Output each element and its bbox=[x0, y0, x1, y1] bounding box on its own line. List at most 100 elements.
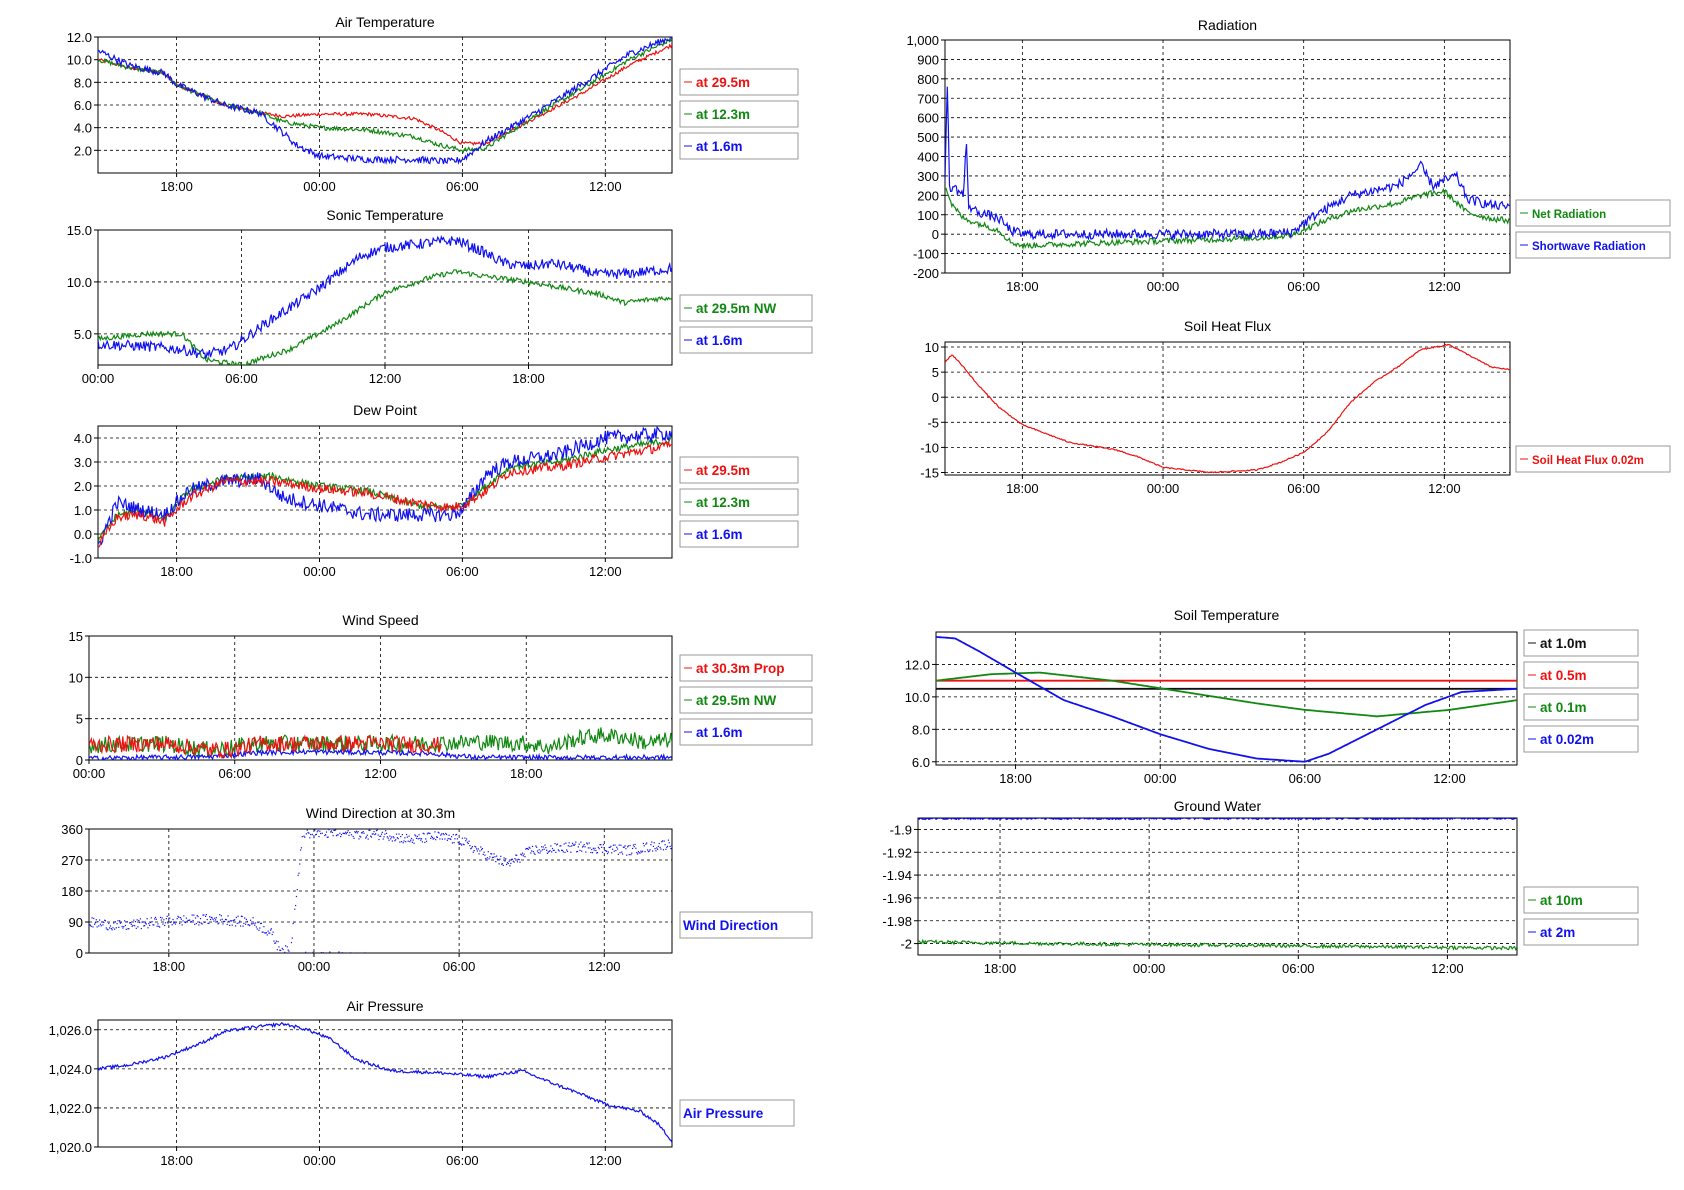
data-point bbox=[165, 918, 167, 920]
x-tick-label: 12:00 bbox=[1433, 771, 1466, 786]
data-point bbox=[203, 914, 205, 916]
data-point bbox=[334, 829, 336, 831]
data-point bbox=[382, 838, 384, 840]
data-point bbox=[483, 851, 485, 853]
data-point bbox=[238, 922, 240, 924]
legend-item[interactable]: Net Radiation bbox=[1515, 199, 1671, 227]
data-point bbox=[661, 841, 663, 843]
data-point bbox=[395, 839, 397, 841]
soil-heat-flux-chart: Soil Heat Flux 10 5 0 -5 -10 -15 18:00 00:00 06:0… bbox=[920, 318, 1671, 496]
data-point bbox=[452, 834, 454, 836]
data-point bbox=[628, 853, 630, 856]
legend-label: at 10m bbox=[1540, 893, 1583, 908]
legend-item[interactable]: Wind Direction bbox=[679, 911, 813, 939]
legend-item[interactable]: at 29.5m bbox=[679, 68, 799, 96]
y-tick-label: 700 bbox=[917, 91, 939, 106]
data-point bbox=[537, 852, 539, 854]
legend-item[interactable]: Soil Heat Flux 0.02m bbox=[1515, 445, 1671, 473]
data-point bbox=[239, 920, 241, 922]
data-point bbox=[372, 833, 374, 835]
data-point bbox=[435, 836, 438, 838]
legend-item[interactable]: at 1.6m bbox=[679, 326, 813, 354]
legend-item[interactable]: at 10m bbox=[1523, 886, 1639, 914]
data-point bbox=[486, 859, 488, 861]
legend-box bbox=[679, 326, 813, 354]
data-point bbox=[169, 921, 172, 923]
y-tick-label: 360 bbox=[61, 822, 83, 837]
legend-item[interactable]: at 2m bbox=[1523, 918, 1639, 946]
x-tick-label: 12:00 bbox=[1431, 961, 1464, 976]
legend-item[interactable]: at 1.6m bbox=[679, 132, 799, 160]
legend-item[interactable]: at 30.3m Prop bbox=[679, 654, 813, 682]
data-point bbox=[440, 834, 442, 836]
chart-title: Ground Water bbox=[1174, 798, 1262, 814]
legend-box bbox=[1523, 918, 1639, 946]
data-point bbox=[361, 832, 363, 834]
series-group bbox=[98, 426, 672, 548]
legend-item[interactable]: at 1.6m bbox=[679, 718, 813, 746]
legend-item[interactable]: at 12.3m bbox=[679, 100, 799, 128]
sonic-temperature-chart: Sonic Temperature 15.0 10.0 5.0 00:00 06:00 12… bbox=[67, 207, 813, 386]
data-point bbox=[465, 840, 467, 842]
data-point bbox=[314, 829, 316, 831]
y-tick-label: 90 bbox=[69, 915, 83, 930]
data-point bbox=[368, 829, 370, 831]
legend-item[interactable]: Shortwave Radiation bbox=[1515, 231, 1671, 259]
ground-water-chart: Ground Water -1.9 -1.92 -1.94 -1.96 -1.98 -2 18… bbox=[882, 798, 1639, 976]
legend-item[interactable]: at 29.5m NW bbox=[679, 686, 813, 714]
x-tick-label: 00:00 bbox=[1147, 481, 1180, 496]
data-point bbox=[478, 853, 480, 855]
x-tick-label: 12:00 bbox=[589, 564, 622, 579]
data-point bbox=[131, 925, 133, 927]
x-tick-label: 18:00 bbox=[510, 766, 543, 781]
legend-item[interactable]: at 0.02m bbox=[1523, 725, 1639, 753]
data-point bbox=[447, 837, 449, 840]
wind-direction-chart: Wind Direction at 30.3m 360 270 180 90 0 18:00… bbox=[61, 805, 813, 974]
data-point bbox=[506, 863, 508, 866]
data-point bbox=[405, 833, 408, 836]
data-point bbox=[143, 925, 145, 927]
legend-item[interactable]: Air Pressure bbox=[679, 1099, 795, 1127]
data-point bbox=[332, 835, 334, 837]
legend-item[interactable]: at 12.3m bbox=[679, 488, 799, 516]
data-point bbox=[641, 850, 644, 852]
y-tick-label: 1,026.0 bbox=[49, 1023, 92, 1038]
data-point bbox=[233, 919, 235, 921]
data-point bbox=[274, 942, 276, 944]
data-point bbox=[597, 846, 599, 848]
legend-item[interactable]: at 1.0m bbox=[1523, 629, 1639, 657]
data-point bbox=[208, 922, 210, 924]
data-point bbox=[146, 918, 148, 920]
data-point bbox=[118, 926, 120, 929]
data-point bbox=[315, 833, 318, 835]
data-point bbox=[161, 917, 163, 919]
data-point bbox=[219, 914, 221, 916]
data-point bbox=[516, 861, 519, 863]
y-tick-label: 10 bbox=[925, 340, 939, 355]
plot-area bbox=[97, 425, 673, 559]
y-tick-label: 12.0 bbox=[905, 657, 930, 672]
air-temperature-chart: Air Temperature 12.0 10.0 8.0 6.0 4.0 2.0 18:00… bbox=[67, 14, 799, 194]
legend-item[interactable]: at 0.5m bbox=[1523, 661, 1639, 689]
legend-item[interactable]: at 0.1m bbox=[1523, 693, 1639, 721]
legend-item[interactable]: at 29.5m bbox=[679, 456, 799, 484]
series-line-at-1-6m bbox=[98, 426, 672, 546]
data-point bbox=[470, 847, 473, 849]
data-point bbox=[331, 831, 333, 834]
data-point bbox=[136, 919, 138, 921]
data-point bbox=[379, 835, 381, 837]
data-point bbox=[448, 834, 450, 836]
series-line-at-29-5m-nw bbox=[98, 269, 672, 365]
data-point bbox=[371, 833, 373, 835]
y-tick-label: 800 bbox=[917, 72, 939, 87]
x-tick-label: 06:00 bbox=[446, 564, 479, 579]
legend-item[interactable]: at 29.5m NW bbox=[679, 294, 813, 322]
data-point bbox=[530, 852, 532, 854]
legend-item[interactable]: at 1.6m bbox=[679, 520, 799, 548]
data-point bbox=[306, 829, 308, 831]
data-point bbox=[532, 850, 534, 853]
data-point bbox=[659, 846, 661, 849]
data-point bbox=[653, 842, 655, 844]
data-point bbox=[427, 832, 429, 834]
data-point bbox=[234, 925, 237, 927]
